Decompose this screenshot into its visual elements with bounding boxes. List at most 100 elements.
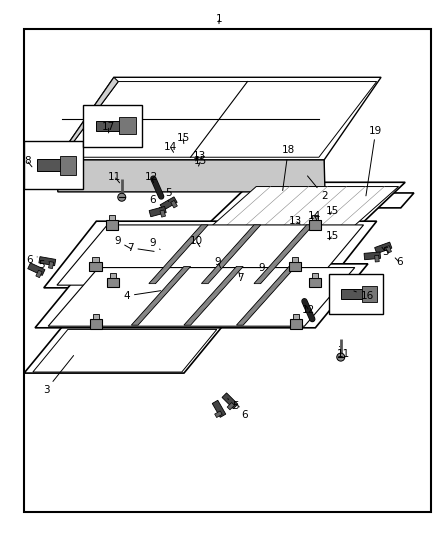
Bar (110, 273, 116, 278)
Polygon shape (131, 266, 191, 325)
Bar (24, 141, 83, 189)
Bar (107, 278, 119, 287)
Bar (92, 257, 99, 262)
Text: 7: 7 (237, 272, 244, 283)
Polygon shape (35, 264, 368, 328)
Text: 5: 5 (165, 188, 172, 201)
Bar (106, 220, 118, 230)
Polygon shape (33, 329, 217, 372)
Polygon shape (160, 210, 166, 217)
Text: 6: 6 (149, 195, 160, 208)
Polygon shape (201, 225, 261, 284)
Bar (37, 159, 70, 171)
Text: 5: 5 (38, 261, 49, 270)
Polygon shape (57, 168, 324, 173)
Text: 19: 19 (366, 126, 382, 196)
Polygon shape (149, 206, 166, 217)
Text: 5: 5 (228, 399, 239, 411)
Bar (293, 314, 299, 319)
Polygon shape (171, 200, 177, 208)
Bar (362, 287, 377, 303)
Polygon shape (212, 400, 226, 417)
Bar (60, 156, 76, 175)
Polygon shape (201, 182, 405, 230)
Text: 15: 15 (325, 206, 339, 215)
Bar (309, 278, 321, 287)
Polygon shape (222, 393, 238, 409)
Polygon shape (39, 256, 56, 266)
Bar (89, 262, 102, 271)
Text: 4: 4 (124, 290, 161, 301)
Bar (290, 319, 302, 329)
Text: 9: 9 (114, 236, 131, 249)
Polygon shape (227, 402, 234, 410)
Text: 13: 13 (289, 216, 302, 226)
Text: 15: 15 (194, 156, 207, 166)
Polygon shape (374, 255, 379, 262)
Text: 17: 17 (102, 122, 115, 133)
Polygon shape (364, 252, 381, 260)
Polygon shape (57, 77, 118, 160)
Text: 11: 11 (337, 346, 350, 359)
Bar (328, 274, 383, 314)
Text: 12: 12 (145, 172, 158, 183)
Text: 15: 15 (177, 133, 190, 143)
Text: 1: 1 (215, 14, 223, 23)
Polygon shape (44, 221, 377, 288)
Polygon shape (49, 262, 53, 269)
Text: 14: 14 (163, 142, 177, 152)
Text: 9: 9 (258, 263, 265, 272)
Polygon shape (57, 77, 381, 160)
Bar (312, 215, 318, 220)
Polygon shape (254, 225, 313, 284)
Text: 9: 9 (149, 238, 160, 249)
Bar (96, 120, 129, 131)
Polygon shape (208, 187, 399, 229)
Text: 9: 9 (215, 257, 222, 268)
Polygon shape (28, 263, 45, 276)
Text: 2: 2 (307, 176, 328, 201)
Text: 14: 14 (308, 211, 321, 221)
Text: 11: 11 (108, 172, 121, 183)
Text: 10: 10 (190, 236, 203, 247)
Bar (83, 105, 142, 147)
Text: 6: 6 (26, 255, 37, 265)
Polygon shape (57, 164, 324, 168)
Bar (309, 220, 321, 230)
Bar (341, 289, 371, 300)
Text: 7: 7 (127, 243, 154, 253)
Bar (90, 319, 102, 329)
Polygon shape (36, 270, 42, 278)
Bar (109, 215, 115, 220)
Text: 3: 3 (42, 356, 74, 395)
Bar (289, 262, 301, 271)
Polygon shape (24, 325, 223, 373)
Text: 18: 18 (282, 146, 295, 190)
Bar (93, 314, 99, 319)
Text: 8: 8 (24, 156, 32, 167)
Text: 13: 13 (193, 151, 206, 161)
Polygon shape (215, 411, 222, 417)
Polygon shape (57, 160, 325, 192)
Polygon shape (62, 82, 377, 157)
Polygon shape (184, 266, 243, 325)
Text: 6: 6 (239, 406, 248, 419)
Polygon shape (57, 225, 364, 285)
Text: 6: 6 (395, 257, 403, 267)
Polygon shape (374, 242, 392, 254)
Bar (119, 117, 135, 134)
Polygon shape (237, 266, 296, 325)
Text: 15: 15 (325, 231, 339, 240)
Circle shape (118, 193, 126, 201)
Circle shape (337, 353, 345, 361)
Text: 12: 12 (302, 305, 315, 315)
Polygon shape (57, 160, 324, 164)
Polygon shape (274, 193, 414, 208)
Polygon shape (48, 268, 355, 326)
Polygon shape (149, 225, 208, 284)
Bar (292, 257, 298, 262)
Polygon shape (385, 246, 392, 253)
Text: 16: 16 (354, 291, 374, 301)
Polygon shape (160, 197, 177, 211)
Text: 5: 5 (382, 247, 389, 256)
